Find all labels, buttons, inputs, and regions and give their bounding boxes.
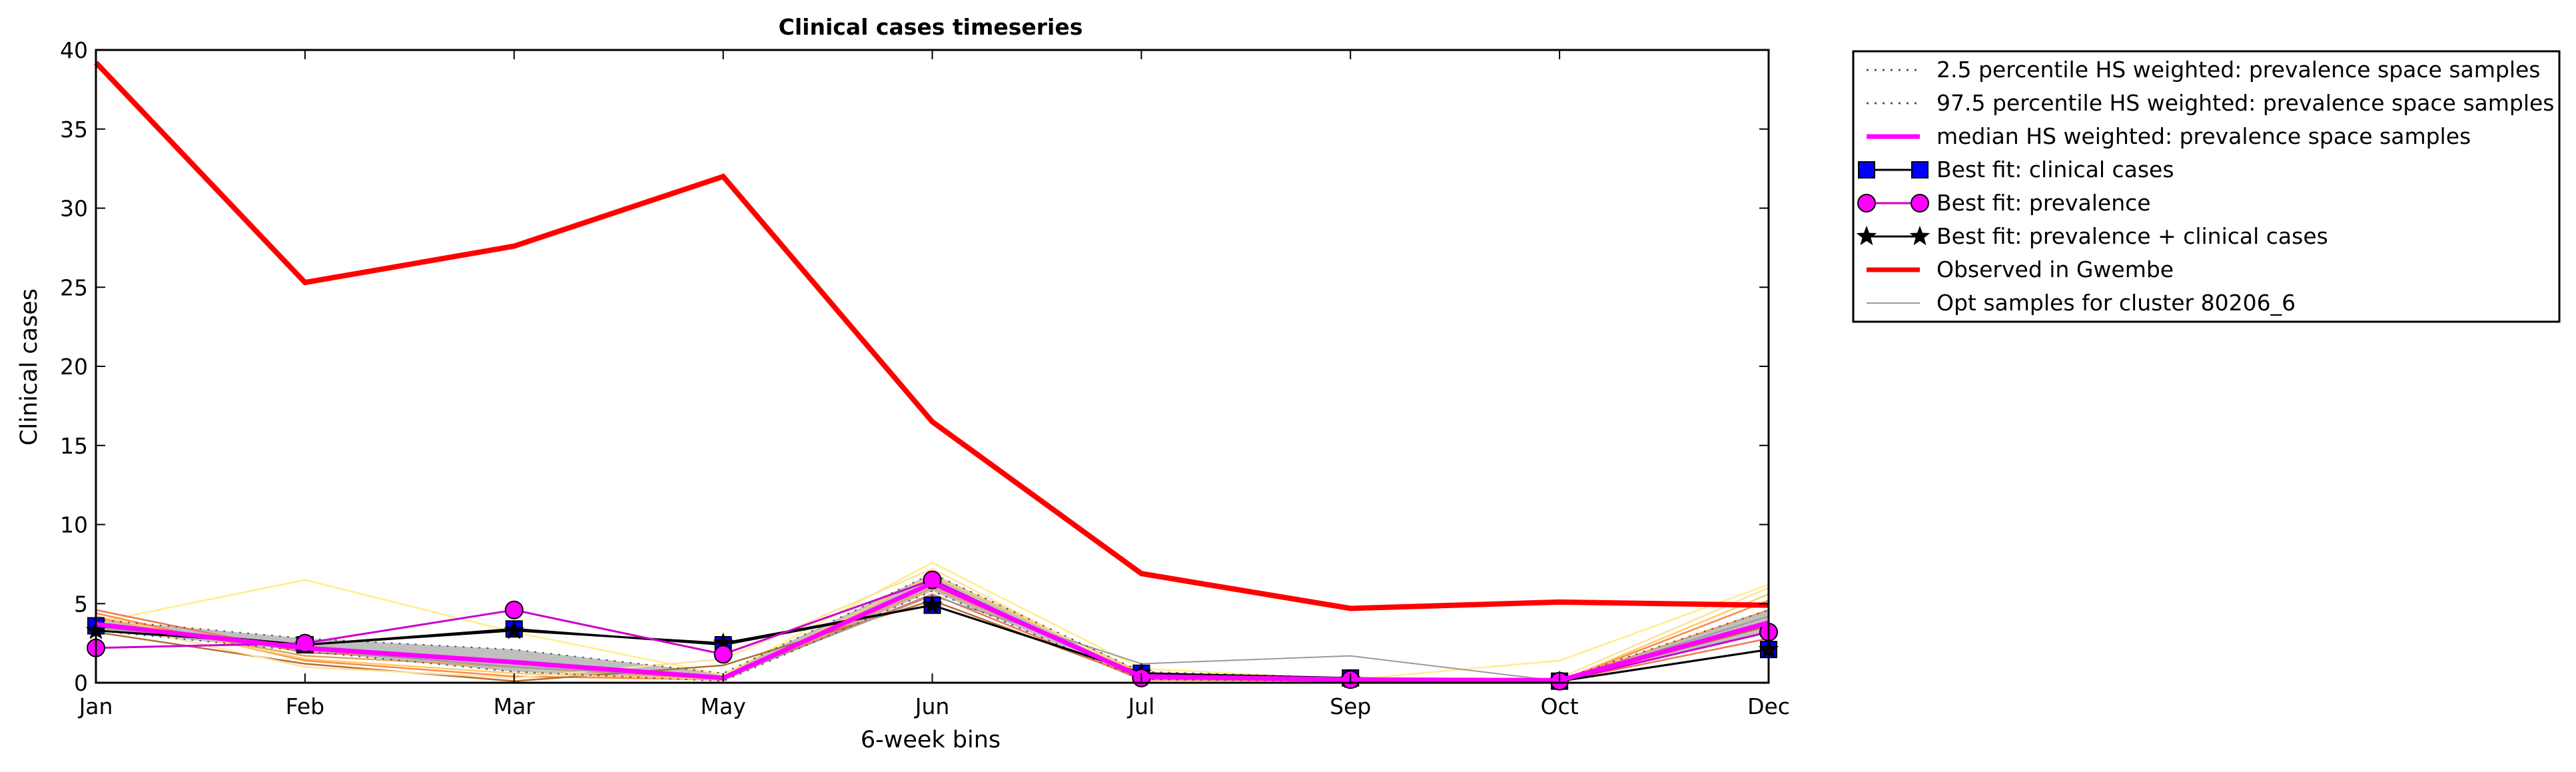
series-5-point-3 [504,600,524,619]
legend-label-5: Best fit: prevalence [1936,190,2151,216]
legend-label-3: median HS weighted: prevalence space sam… [1936,123,2471,149]
legend-marker-5a [1857,194,1876,212]
series-5-point-4 [713,645,733,664]
series-6-point-3 [504,619,525,639]
legend-marker-6a [1856,225,1877,246]
y-tick-label: 0 [74,670,88,696]
chart-title: Clinical cases timeseries [779,14,1083,40]
y-tick-label: 20 [60,354,88,380]
series-line-7 [94,61,1769,611]
legend-frame [1852,50,2561,323]
y-tick-label: 15 [60,433,88,459]
y-tick-label: 5 [74,591,88,617]
x-tick-label: Jun [914,693,950,719]
legend: 2.5 percentile HS weighted: prevalence s… [1852,50,2561,323]
legend-marker-4b [1911,161,1929,179]
x-tick-label: Dec [1747,693,1790,719]
x-axis-label: 6-week bins [861,727,1001,753]
x-tick-label: May [701,693,746,719]
legend-label-2: 97.5 percentile HS weighted: prevalence … [1936,90,2555,116]
x-tick-label: Jul [1126,693,1154,719]
y-tick-label: 35 [60,117,88,143]
series-line-3 [95,580,1769,683]
legend-label-7: Observed in Gwembe [1936,256,2174,282]
legend-label-8: Opt samples for cluster 80206_6 [1936,290,2296,316]
x-tick-label: Mar [494,693,536,719]
y-tick-label: 25 [60,274,88,300]
y-axis-label: Clinical cases [16,288,43,446]
y-tick-label: 40 [60,37,88,63]
y-tick-label: 10 [60,512,88,538]
series-6-point-5 [922,594,943,614]
legend-label-6: Best fit: prevalence + clinical cases [1936,223,2328,249]
legend-marker-6b [1909,225,1931,246]
plot-area: 0 5 10 15 20 25 30 35 40 Jan Feb Mar May Jun Jul Sep Oct… [60,37,1790,719]
uncertainty-band [96,574,1769,681]
legend-marker-5b [1911,194,1929,212]
x-tick-label: Oct [1541,693,1579,719]
legend-label-1: 2.5 percentile HS weighted: prevalence s… [1936,57,2541,83]
legend-label-4: Best fit: clinical cases [1936,157,2174,183]
sample-line-1 [95,562,1769,681]
y-tick-label: 30 [60,196,88,222]
legend-marker-4a [1858,161,1875,179]
x-tick-label: Feb [286,693,324,719]
x-tick-label: Sep [1330,693,1371,719]
x-tick-label: Jan [78,693,113,719]
